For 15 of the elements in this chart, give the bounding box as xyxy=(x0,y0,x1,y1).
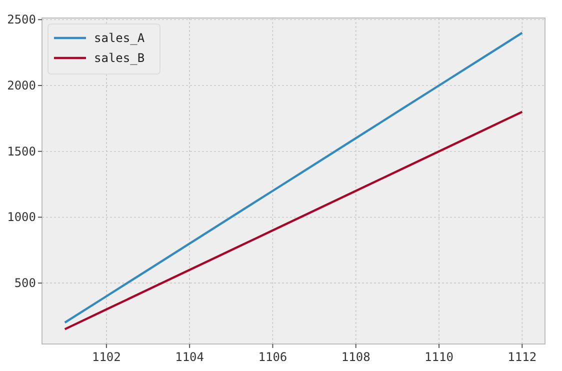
legend-label: sales_A xyxy=(94,31,146,45)
x-tick-label: 1110 xyxy=(424,350,454,364)
x-tick-label: 1102 xyxy=(92,350,121,364)
line-series xyxy=(64,32,524,324)
y-tick-label: 2000 xyxy=(7,78,36,93)
x-tick-label: 1108 xyxy=(341,350,370,364)
legend-label: sales_B xyxy=(94,51,145,65)
y-tick-label: 2500 xyxy=(7,12,36,27)
x-tick-label: 1106 xyxy=(258,350,288,364)
x-tick-label: 1112 xyxy=(508,350,537,364)
y-tick-label: 1000 xyxy=(7,210,36,224)
x-tick-label: 1104 xyxy=(175,350,204,364)
y-tick-label: 500 xyxy=(14,276,36,290)
y-tick-label: 1500 xyxy=(7,144,36,158)
line-series xyxy=(64,110,524,330)
